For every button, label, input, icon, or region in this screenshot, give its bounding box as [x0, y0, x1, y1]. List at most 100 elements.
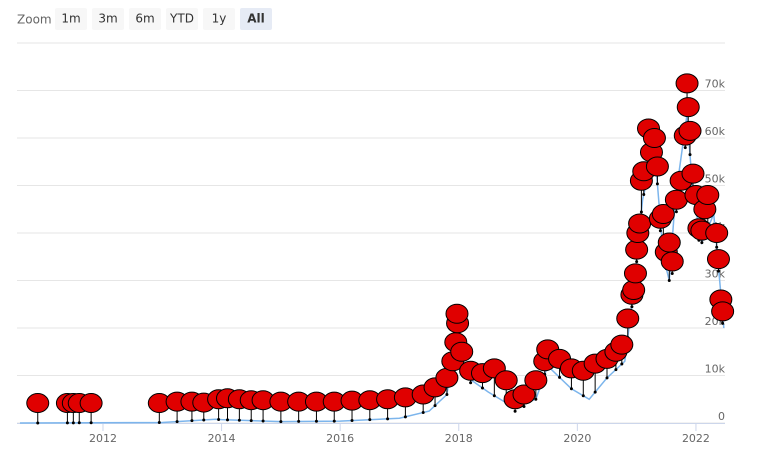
flag-dot: [674, 210, 678, 214]
x-tick-label: 2018: [445, 432, 473, 445]
flag[interactable]: [445, 303, 469, 324]
flag[interactable]: [705, 223, 729, 243]
flag-dot: [350, 419, 354, 423]
zoom-button-label: All: [247, 12, 265, 26]
flag-dot: [469, 381, 473, 385]
flag-dot: [683, 146, 687, 150]
zoom-button[interactable]: All: [240, 8, 272, 30]
flag[interactable]: [645, 156, 669, 177]
zoom-button-label: 6m: [135, 12, 154, 26]
flag-dot: [700, 241, 704, 245]
flag-dot: [655, 182, 659, 186]
flag[interactable]: [675, 73, 699, 94]
flag-dot: [569, 387, 573, 391]
flag[interactable]: [706, 249, 730, 270]
y-tick-label: 30k: [705, 268, 726, 281]
zoom-button[interactable]: 3m: [92, 8, 124, 30]
flag[interactable]: [660, 251, 684, 272]
zoom-button[interactable]: 6m: [129, 8, 161, 30]
flag-dot: [261, 419, 265, 423]
flag[interactable]: [623, 263, 647, 284]
flag-dot: [157, 421, 161, 425]
flag-dot: [480, 386, 484, 390]
flag[interactable]: [642, 128, 666, 148]
y-tick-label: 60k: [705, 125, 726, 138]
zoom-button-bg: [203, 8, 235, 30]
x-tick-label: 2014: [208, 432, 236, 445]
flag-dot: [237, 418, 241, 422]
x-tick-label: 2012: [89, 432, 117, 445]
flag-dot: [77, 421, 81, 425]
zoom-button[interactable]: 1y: [203, 8, 235, 30]
flag-dot: [249, 419, 253, 423]
flag[interactable]: [681, 163, 705, 184]
flag-dot: [36, 421, 40, 425]
flag-dot: [71, 421, 75, 425]
flag[interactable]: [696, 185, 720, 205]
flag-dot: [175, 420, 179, 424]
flag-dot: [667, 279, 671, 282]
flag[interactable]: [494, 370, 518, 391]
flag-dot: [721, 321, 725, 325]
flag-dot: [368, 418, 372, 422]
flag[interactable]: [625, 239, 649, 260]
flag-dot: [190, 419, 194, 423]
zoom-button-label: 3m: [98, 12, 117, 26]
flag-dot: [716, 269, 720, 273]
flag[interactable]: [435, 367, 459, 388]
flag[interactable]: [678, 120, 702, 141]
zoom-button-bg: [240, 8, 272, 30]
flag-dot: [639, 210, 643, 214]
flag[interactable]: [676, 97, 700, 118]
flag[interactable]: [711, 301, 735, 322]
flag-dot: [593, 390, 597, 394]
flag-dot: [314, 419, 318, 423]
flag-dot: [620, 362, 624, 366]
flag-dot: [688, 153, 692, 157]
zoom-button[interactable]: 1m: [55, 8, 87, 30]
flag-dot: [513, 409, 517, 413]
flag-dot: [558, 375, 562, 379]
x-tick-label: 2022: [682, 432, 710, 445]
y-tick-label: 10k: [705, 363, 726, 376]
flag[interactable]: [512, 384, 536, 405]
flag-dot: [202, 418, 206, 422]
zoom-button-label: 1m: [61, 12, 80, 26]
flag[interactable]: [524, 370, 548, 391]
zoom-button-bg: [92, 8, 124, 30]
flag-dot: [297, 419, 301, 423]
flag-dot: [386, 417, 390, 421]
flag[interactable]: [610, 334, 634, 355]
zoom-button[interactable]: YTD: [166, 8, 198, 30]
flag-dot: [217, 417, 221, 421]
y-tick-label: 50k: [705, 173, 726, 186]
flag-dot: [715, 245, 719, 249]
zoom-button-bg: [166, 8, 198, 30]
flag[interactable]: [657, 232, 681, 253]
flag-dot: [605, 376, 609, 380]
flag-dot: [658, 229, 662, 233]
flag-dot: [635, 260, 639, 264]
x-tick-label: 2020: [563, 432, 591, 445]
flag-dot: [581, 394, 585, 398]
flag-dot: [630, 305, 634, 309]
zoom-button-label: YTD: [169, 12, 194, 26]
flag[interactable]: [26, 393, 50, 414]
flag[interactable]: [622, 280, 646, 300]
flag[interactable]: [79, 393, 103, 414]
flag-dot: [445, 393, 449, 396]
zoom-button-bg: [129, 8, 161, 30]
flag[interactable]: [450, 341, 474, 362]
flag-dot: [433, 404, 437, 408]
flag[interactable]: [616, 308, 640, 329]
y-tick-label: 70k: [705, 78, 726, 91]
flag-dot: [534, 397, 538, 401]
flag-dot: [642, 193, 646, 197]
zoom-label: Zoom: [17, 13, 52, 27]
flag[interactable]: [651, 204, 675, 224]
y-tick-label: 0: [718, 410, 725, 423]
flag[interactable]: [628, 213, 652, 234]
flag[interactable]: [664, 189, 688, 210]
flag-dot: [226, 418, 230, 422]
x-tick-label: 2016: [326, 432, 354, 445]
